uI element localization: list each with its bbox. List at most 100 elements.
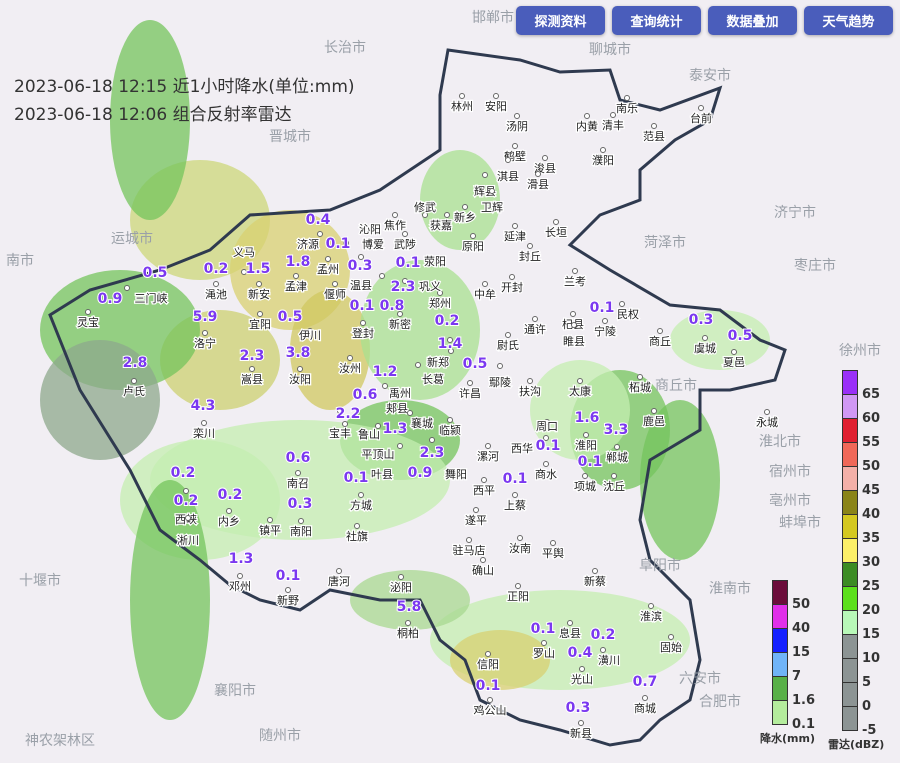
observation-data-button[interactable]: 探测资料	[516, 6, 605, 35]
legend-swatch	[842, 370, 858, 394]
city-marker	[407, 410, 413, 416]
city-label: 扶沟	[519, 384, 541, 398]
legend-label: 65	[862, 386, 881, 402]
city-marker	[578, 720, 584, 726]
city-marker	[541, 640, 547, 646]
legend-row: 1.6	[772, 676, 815, 708]
city-label: 武陟	[394, 237, 416, 251]
city-label: 淮滨	[640, 609, 662, 623]
outside-city-label: 蚌埠市	[779, 514, 821, 531]
city-marker	[185, 515, 191, 521]
data-overlay-button[interactable]: 数据叠加	[708, 6, 797, 35]
city-label: 濮阳	[592, 153, 614, 167]
city-label: 漯河	[477, 450, 499, 463]
city-marker	[731, 349, 737, 355]
city-marker	[532, 316, 538, 322]
rainfall-value: 0.1	[531, 621, 556, 637]
city-marker	[226, 508, 232, 514]
city-label: 新野	[277, 593, 299, 607]
outside-city-label: 淮北市	[759, 433, 801, 450]
city-label: 鄢陵	[489, 376, 511, 389]
outside-city-label: 亳州市	[769, 492, 811, 509]
rainfall-value: 0.1	[396, 255, 421, 271]
outside-city-label: 合肥市	[699, 693, 741, 710]
query-statistics-button[interactable]: 查询统计	[612, 6, 701, 35]
city-label: 南阳	[290, 525, 312, 538]
city-label: 尉氏	[497, 338, 519, 352]
city-label: 商水	[535, 467, 557, 481]
city-marker	[183, 488, 189, 494]
outside-city-label: 晋城市	[269, 128, 311, 145]
city-label: 西华	[511, 441, 533, 455]
city-label: 孟津	[285, 280, 307, 293]
city-marker	[447, 417, 453, 423]
legend-swatch	[772, 699, 788, 725]
rainfall-value: 0.1	[350, 298, 375, 314]
city-label: 嵩县	[241, 373, 263, 386]
legend-swatch	[772, 580, 788, 604]
city-marker	[527, 378, 533, 384]
city-label: 封丘	[519, 249, 541, 263]
city-label: 舞阳	[445, 468, 467, 481]
city-label: 宝丰	[329, 426, 351, 440]
city-marker	[637, 374, 643, 380]
city-marker	[332, 281, 338, 287]
rainfall-value: 2.3	[391, 279, 416, 295]
rainfall-value: 1.3	[383, 421, 408, 437]
legend-label: 25	[862, 578, 881, 594]
city-label: 商城	[634, 701, 656, 715]
city-marker	[241, 269, 247, 275]
city-label: 卫辉	[481, 201, 503, 214]
city-marker	[614, 444, 620, 450]
city-label: 济源	[297, 237, 319, 251]
legend-label: 55	[862, 434, 881, 450]
city-label: 通许	[524, 323, 546, 336]
rain-legend: 50 40 15 7 1.6 0.1 降水(mm)	[760, 580, 815, 746]
city-marker	[256, 281, 262, 287]
city-marker	[485, 651, 491, 657]
city-label: 汤阴	[506, 119, 528, 133]
city-marker	[466, 537, 472, 543]
city-label: 虞城	[694, 341, 716, 355]
legend-row: 40	[842, 490, 884, 522]
legend-swatch	[842, 442, 858, 466]
city-label: 汝阳	[289, 372, 311, 386]
rainfall-value: 0.1	[590, 300, 615, 316]
legend-row: 0.1	[772, 699, 815, 732]
legend-swatch	[842, 586, 858, 610]
rainfall-value: 0.1	[276, 568, 301, 584]
city-label: 民权	[617, 308, 639, 321]
legend-row: 50	[772, 580, 815, 612]
rainfall-value: 2.8	[123, 355, 148, 371]
outside-city-label: 神农架林区	[25, 733, 95, 749]
city-marker	[354, 523, 360, 529]
city-marker	[402, 231, 408, 237]
city-label: 夏邑	[723, 356, 745, 369]
city-marker	[584, 113, 590, 119]
legend-swatch	[842, 466, 858, 490]
city-marker	[592, 568, 598, 574]
henan-province-border	[48, 48, 787, 747]
city-label: 宁陵	[594, 324, 616, 338]
rainfall-value: 0.2	[174, 493, 199, 509]
city-label: 荥阳	[424, 254, 446, 268]
outside-city-label: 六安市	[679, 670, 721, 687]
city-label: 汝州	[339, 361, 361, 375]
city-marker	[285, 587, 291, 593]
city-marker	[668, 634, 674, 640]
city-label: 永城	[756, 415, 778, 429]
city-label: 平顶山	[362, 448, 395, 461]
city-marker	[571, 322, 577, 328]
city-label: 泌阳	[390, 581, 412, 594]
city-label: 林州	[451, 99, 473, 113]
rainfall-value: 1.2	[373, 364, 398, 380]
city-label: 温县	[350, 279, 372, 292]
city-label: 商丘	[649, 334, 671, 348]
city-marker	[347, 355, 353, 361]
legend-label: 0.1	[792, 716, 816, 732]
city-label: 罗山	[533, 647, 555, 660]
city-label: 郑州	[429, 296, 451, 310]
outside-city-label: 十堰市	[19, 572, 61, 589]
weather-trend-button[interactable]: 天气趋势	[804, 6, 893, 35]
